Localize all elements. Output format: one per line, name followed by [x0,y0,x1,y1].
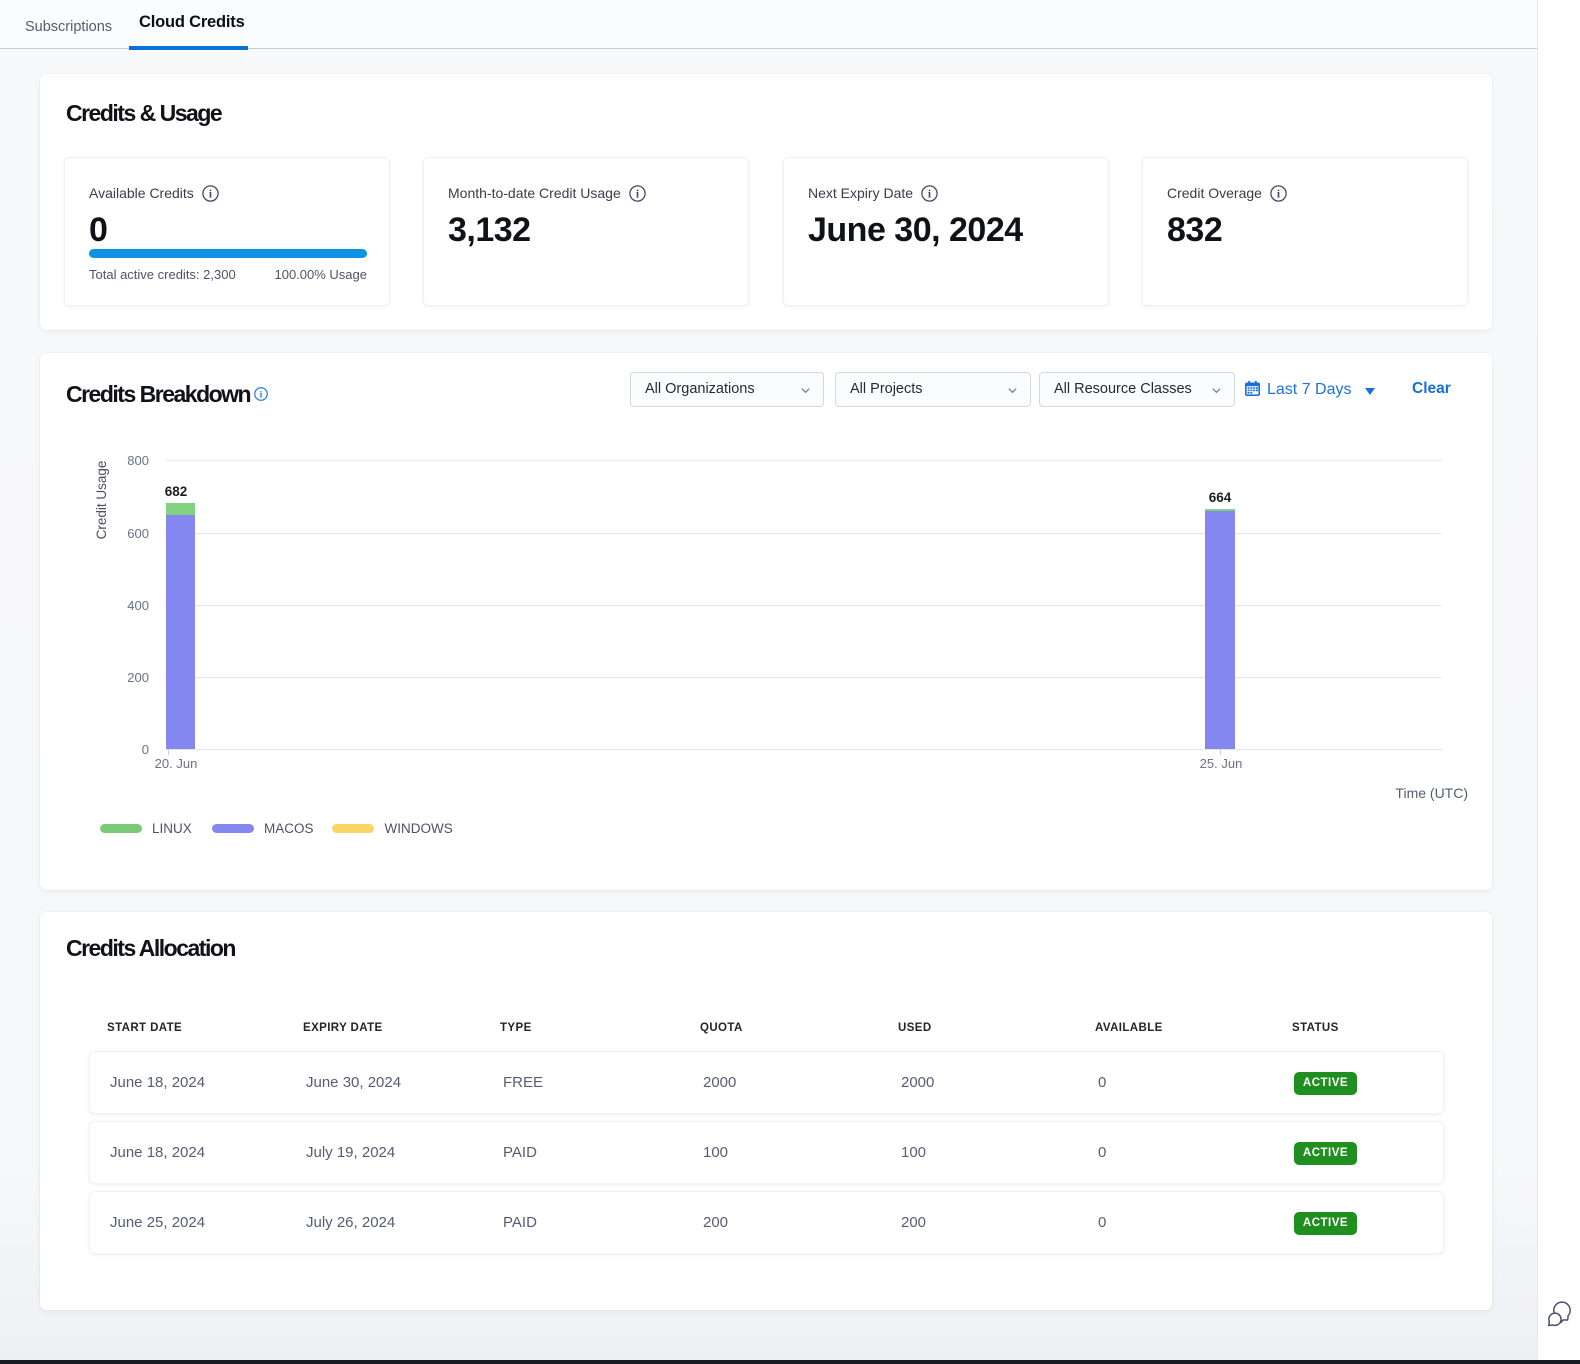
svg-text:i: i [928,189,932,201]
svg-text:i: i [636,189,640,201]
svg-text:i: i [209,189,213,201]
svg-text:i: i [1277,189,1281,201]
svg-text:i: i [260,390,263,400]
